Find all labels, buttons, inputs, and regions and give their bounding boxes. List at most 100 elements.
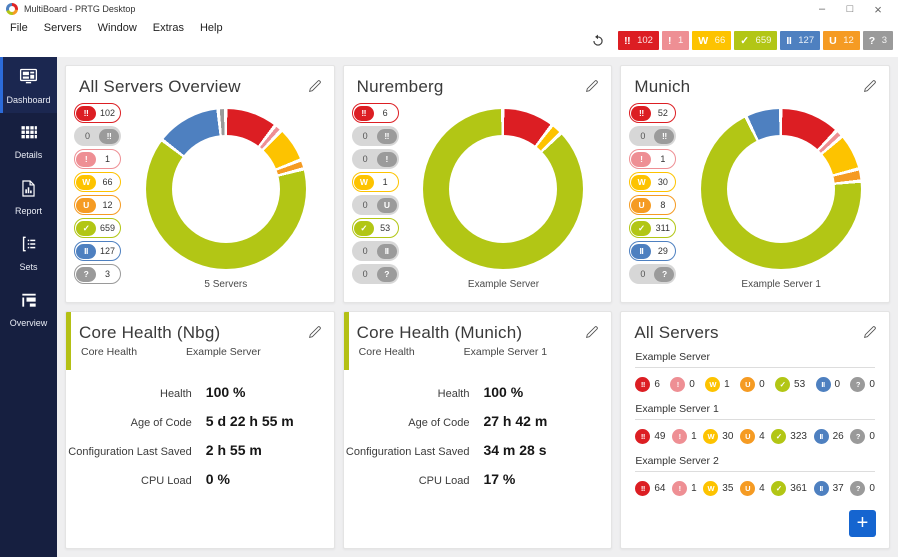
status-pill-warning[interactable]: W 30 — [629, 172, 677, 192]
status-pill-down[interactable]: !! 102 — [74, 103, 121, 123]
status-count-down_partial[interactable]: ! 1 — [672, 429, 697, 444]
sidebar-item-dashboard[interactable]: Dashboard — [0, 57, 57, 113]
status-count-down[interactable]: !! 64 — [635, 481, 665, 496]
refresh-icon[interactable] — [591, 34, 605, 48]
paused-icon: II — [813, 429, 829, 444]
status-pill-unknown[interactable]: 0? — [629, 264, 677, 284]
status-count-paused[interactable]: II 0 — [815, 377, 840, 392]
status-badge-unusual[interactable]: U 12 — [823, 31, 860, 50]
status-count-up[interactable]: ✓ 323 — [771, 429, 807, 444]
status-pill-down_ack[interactable]: 0!! — [629, 126, 677, 146]
server-status-row: !! 49 ! 1 W 30 U 4 ✓ 323 II 26 ? 0 — [635, 429, 875, 444]
status-count-unknown[interactable]: ? 0 — [850, 429, 875, 444]
status-badge-unknown[interactable]: ? 3 — [862, 31, 893, 50]
status-badge-down_partial[interactable]: ! 1 — [661, 31, 690, 50]
status-pill-unusual[interactable]: U 12 — [74, 195, 121, 215]
status-count-down_partial[interactable]: ! 1 — [672, 481, 697, 496]
status-pill-up[interactable]: ✓ 53 — [351, 218, 399, 238]
status-donut-chart[interactable] — [423, 109, 584, 269]
metric-label: CPU Load — [141, 475, 192, 487]
status-pill-down_ack[interactable]: 0!! — [351, 126, 399, 146]
status-badge-down[interactable]: !! 102 — [618, 31, 659, 50]
panel-title: Munich — [634, 77, 691, 96]
status-pill-paused[interactable]: II 127 — [74, 241, 121, 261]
status-donut-chart[interactable] — [145, 109, 306, 269]
status-count-up[interactable]: ✓ 53 — [775, 377, 805, 392]
down-icon: !! — [631, 105, 652, 121]
status-pill-up[interactable]: ✓ 659 — [74, 218, 121, 238]
status-badge-up[interactable]: ✓ 659 — [734, 31, 778, 50]
unknown-icon: ? — [868, 34, 875, 47]
paused-icon: II — [813, 481, 829, 496]
status-count-up[interactable]: ✓ 361 — [771, 481, 807, 496]
status-pill-unknown[interactable]: ? 3 — [74, 264, 121, 284]
edit-pencil-icon[interactable] — [862, 325, 877, 340]
unusual-icon: U — [631, 197, 652, 213]
sidebar-item-sets[interactable]: Sets — [0, 225, 57, 281]
status-pill-down[interactable]: !! 52 — [629, 103, 677, 123]
close-button[interactable]: × — [874, 1, 882, 17]
menu-help[interactable]: Help — [199, 22, 223, 34]
status-pill-down_partial[interactable]: 0! — [351, 149, 399, 169]
status-count-down_partial[interactable]: ! 0 — [670, 377, 695, 392]
edit-pencil-icon[interactable] — [862, 79, 877, 94]
pill-count: 0 — [362, 246, 368, 256]
status-badge-paused[interactable]: II 127 — [780, 31, 821, 50]
status-count-unknown[interactable]: ? 0 — [850, 377, 875, 392]
add-panel-button[interactable]: + — [848, 510, 876, 537]
up-icon: ✓ — [771, 429, 787, 444]
maximize-button[interactable]: □ — [846, 3, 854, 15]
edit-pencil-icon[interactable] — [307, 325, 322, 340]
status-count-paused[interactable]: II 26 — [813, 429, 844, 444]
sidebar-item-overview[interactable]: Overview — [0, 281, 57, 337]
minimize-button[interactable]: – — [818, 3, 826, 15]
pill-count: 0 — [640, 269, 646, 279]
up-icon: ✓ — [775, 377, 791, 392]
edit-pencil-icon[interactable] — [584, 325, 599, 340]
paused-icon: II — [631, 243, 652, 259]
status-count-unknown[interactable]: ? 0 — [850, 481, 875, 496]
status-pill-down_partial[interactable]: ! 1 — [74, 149, 121, 169]
metric-row: Age of Code 5 d 22 h 55 m — [66, 413, 334, 429]
menu-extras[interactable]: Extras — [152, 22, 184, 34]
status-donut-chart[interactable] — [701, 109, 862, 269]
menu-window[interactable]: Window — [97, 22, 137, 34]
edit-pencil-icon[interactable] — [584, 79, 599, 94]
status-count-down[interactable]: !! 49 — [635, 429, 665, 444]
sidebar-item-details[interactable]: Details — [0, 113, 57, 169]
edit-pencil-icon[interactable] — [307, 79, 322, 94]
status-count-down[interactable]: !! 6 — [635, 377, 660, 392]
metric-label: Configuration Last Saved — [68, 446, 192, 458]
status-count-warning[interactable]: W 35 — [703, 481, 733, 496]
status-count-warning[interactable]: W 30 — [703, 429, 733, 444]
status-pill-paused[interactable]: 0 II — [351, 241, 399, 261]
status-pill-down[interactable]: !! 6 — [351, 103, 399, 123]
details-grid-icon — [19, 122, 39, 147]
menu-file[interactable]: File — [10, 22, 28, 34]
unusual-icon: U — [76, 197, 96, 213]
status-badge-warning[interactable]: W 66 — [692, 31, 732, 50]
status-pill-down_ack[interactable]: 0!! — [74, 126, 121, 146]
metric-label: Health — [437, 388, 470, 400]
status-pill-down_partial[interactable]: ! 1 — [629, 149, 677, 169]
menu-servers[interactable]: Servers — [43, 22, 82, 34]
status-count-paused[interactable]: II 37 — [813, 481, 844, 496]
server-group: Example Server!! 6! 0 W 1 U 0 ✓ 53 II 0? 0 — [635, 351, 875, 392]
status-pill-up[interactable]: ✓ 311 — [629, 218, 677, 238]
pill-count: 127 — [99, 246, 116, 256]
down_partial-icon: ! — [672, 429, 688, 444]
status-pill-warning[interactable]: W 66 — [74, 172, 121, 192]
dashboard-grid: All Servers Overview !! 102 0!!! 1 W 66 U 12 ✓ 65… — [57, 57, 898, 557]
status-pill-unknown[interactable]: 0? — [351, 264, 399, 284]
metric-label: Age of Code — [130, 417, 192, 429]
status-pill-paused[interactable]: II 29 — [629, 241, 677, 261]
sidebar-item-report[interactable]: Report — [0, 169, 57, 225]
